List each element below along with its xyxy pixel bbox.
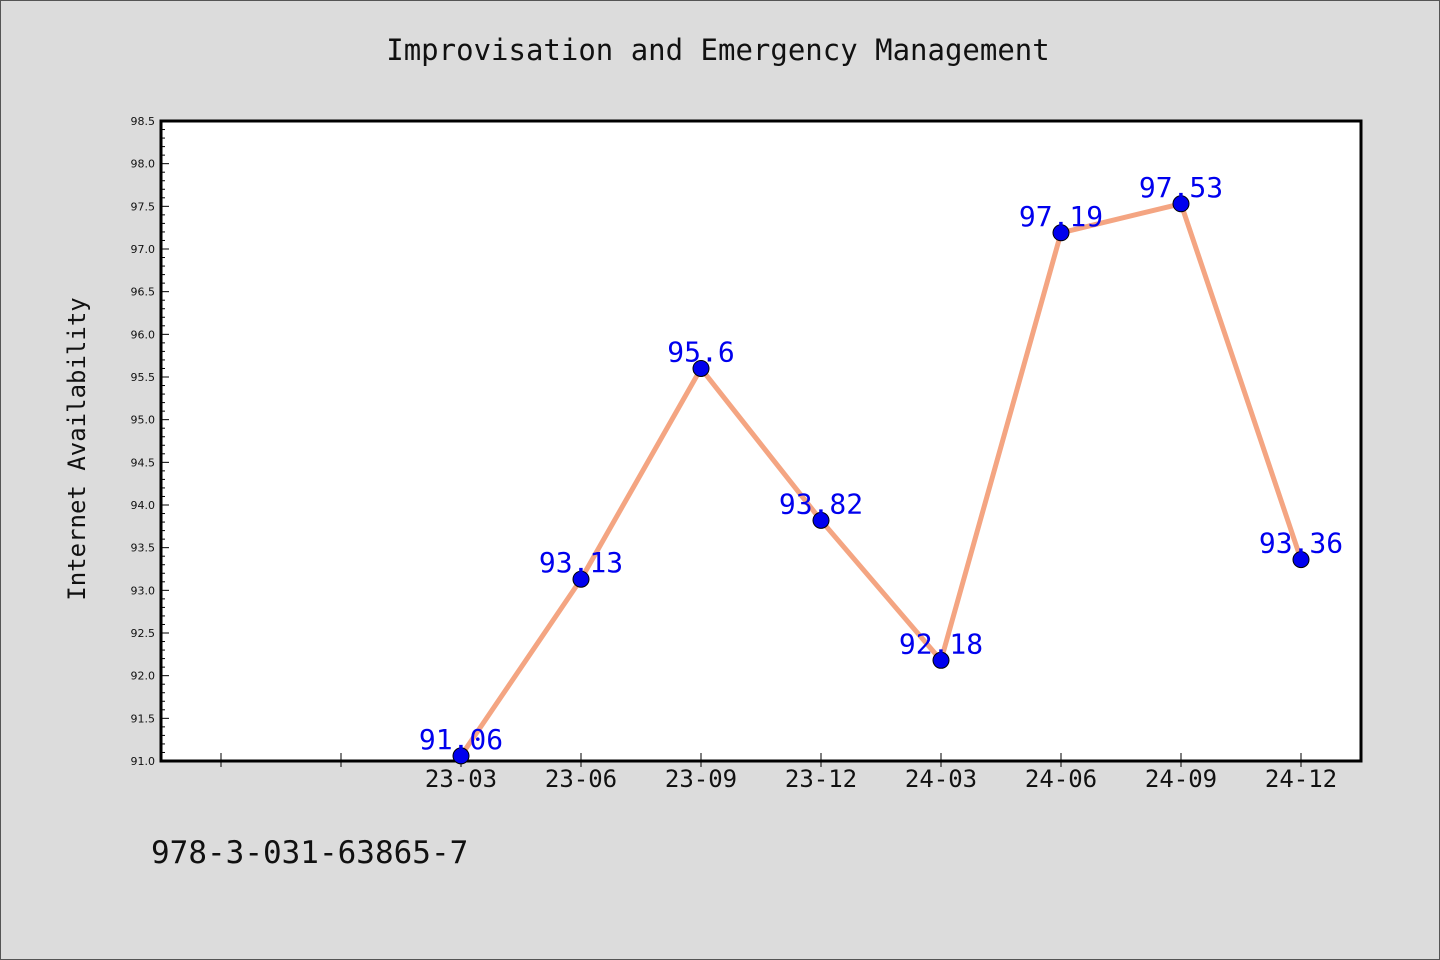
x-tick-label: 24-06: [1025, 765, 1097, 793]
data-label: 93.13: [539, 546, 623, 579]
x-tick-label: 24-12: [1265, 765, 1337, 793]
y-tick-label: 91.0: [131, 755, 156, 768]
data-point: [812, 511, 830, 529]
x-tick-label: 24-03: [905, 765, 977, 793]
data-point: [692, 359, 710, 377]
y-tick-label: 98.0: [131, 158, 156, 171]
x-tick-label: 23-12: [785, 765, 857, 793]
y-tick-label: 92.5: [131, 627, 156, 640]
x-tick-label: 23-06: [545, 765, 617, 793]
y-tick-label: 95.5: [131, 371, 156, 384]
x-tick-label: 24-09: [1145, 765, 1217, 793]
data-point: [1292, 551, 1310, 569]
y-tick-label: 97.5: [131, 200, 156, 213]
y-tick-label: 97.0: [131, 243, 156, 256]
data-label: 95.6: [667, 335, 734, 368]
y-tick-label: 96.0: [131, 328, 156, 341]
data-label: 92.18: [899, 627, 983, 660]
y-tick-label: 94.5: [131, 456, 156, 469]
y-axis-label: Internet Availability: [63, 297, 91, 600]
x-tick-label: 23-09: [665, 765, 737, 793]
data-point: [1172, 195, 1190, 213]
x-tick-label: 23-03: [425, 765, 497, 793]
y-tick-label: 91.5: [131, 712, 156, 725]
y-tick-label: 95.0: [131, 414, 156, 427]
y-tick-label: 94.0: [131, 499, 156, 512]
y-tick-label: 93.0: [131, 584, 156, 597]
data-point: [1052, 224, 1070, 242]
y-tick-label: 96.5: [131, 286, 156, 299]
data-label: 93.36: [1259, 527, 1343, 560]
data-point: [452, 747, 470, 765]
y-tick-label: 98.5: [131, 115, 156, 128]
data-label: 91.06: [419, 723, 503, 756]
data-label: 93.82: [779, 487, 863, 520]
data-point: [932, 651, 950, 669]
footer-code: 978-3-031-63865-7: [151, 835, 469, 871]
data-label: 97.53: [1139, 171, 1223, 204]
series-line: [458, 201, 1304, 758]
chart-title: Improvisation and Emergency Management: [386, 33, 1050, 67]
y-tick-label: 92.0: [131, 670, 156, 683]
data-point: [572, 570, 590, 588]
data-label: 97.19: [1019, 200, 1103, 233]
y-tick-label: 93.5: [131, 542, 156, 555]
